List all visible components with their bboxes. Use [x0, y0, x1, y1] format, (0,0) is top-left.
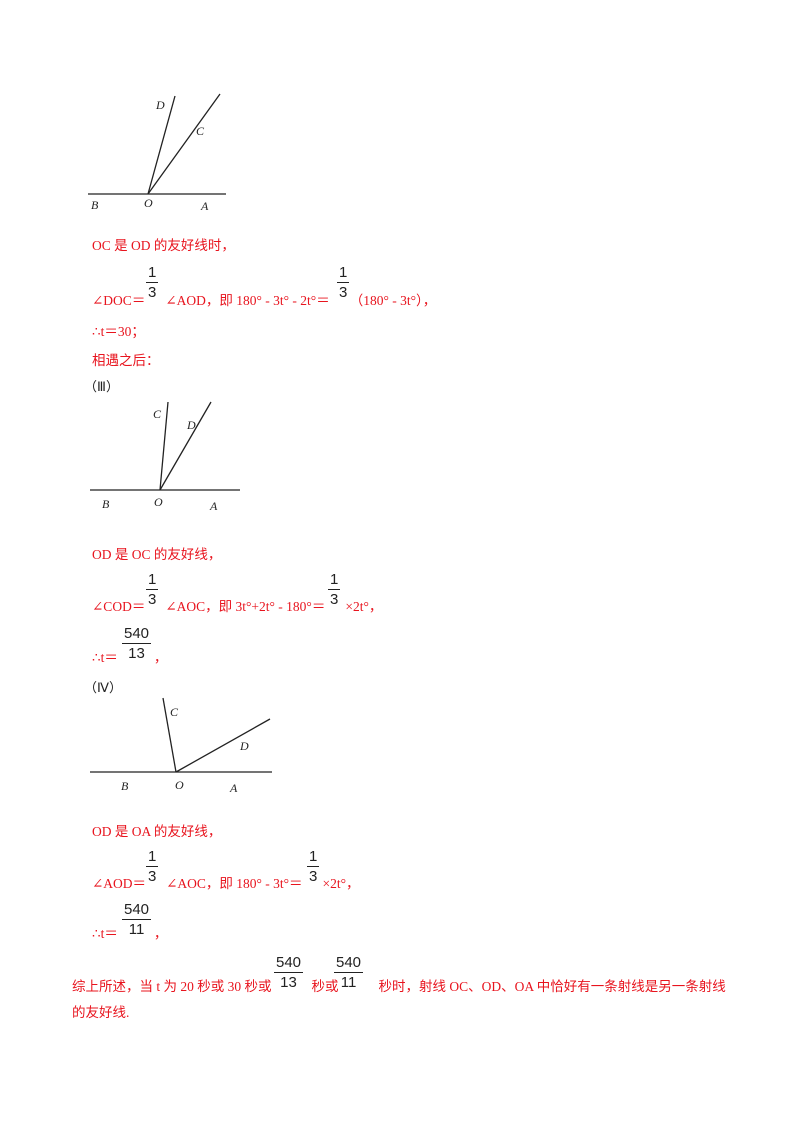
case2-eq-prefix: ∠DOC＝ — [92, 293, 146, 308]
figure-case2: D C B O A — [88, 93, 226, 213]
case4-result-prefix: ∴t＝ — [92, 926, 118, 941]
case2-eq-mid: ∠AOD，即 180° - 3t° - 2t°＝ — [165, 293, 330, 308]
fraction-denominator: 3 — [148, 284, 157, 301]
label-a: A — [209, 499, 218, 513]
case3-result-suffix: ， — [153, 650, 168, 665]
fraction-denominator: 11 — [340, 974, 357, 991]
case3-statement: OD 是 OC 的友好线， — [92, 547, 222, 562]
label-o: O — [144, 196, 153, 210]
conclusion-part2: 秒或 — [311, 979, 339, 994]
case3-eq-prefix: ∠COD＝ — [92, 599, 146, 614]
case3-result-fraction: 540 13 — [122, 625, 152, 662]
conclusion-part3: 秒时，射线 OC、OD、OA 中恰好有一条射线是另一条射线 — [378, 979, 726, 994]
case4-eq-suffix: ×2t°， — [322, 876, 360, 891]
case3-eq-mid: ∠AOC，即 3t°+2t° - 180°＝ — [165, 599, 326, 614]
label-b: B — [102, 497, 110, 511]
case2-result: ∴t＝30； — [92, 324, 145, 339]
case3-result: ∴t＝ ， — [92, 646, 167, 666]
after-meeting-heading: 相遇之后： — [92, 353, 160, 368]
conclusion-fraction-1: 540 13 — [274, 954, 304, 991]
label-c: C — [196, 124, 205, 138]
fraction-denominator: 3 — [309, 868, 318, 885]
case4-equation: ∠AOD＝ ∠AOC，即 180° - 3t°＝ ×2t°， — [92, 872, 360, 892]
case4-result-fraction: 540 11 — [122, 901, 152, 938]
label-o: O — [175, 778, 184, 792]
case2-equation: ∠DOC＝ ∠AOD，即 180° - 3t° - 2t°＝ （180° - 3t°… — [92, 289, 436, 309]
case3-equation: ∠COD＝ ∠AOC，即 3t°+2t° - 180°＝ ×2t°， — [92, 595, 382, 615]
case4-statement: OD 是 OA 的友好线， — [92, 824, 222, 839]
fraction-denominator: 3 — [148, 591, 157, 608]
conclusion-line-1: 综上所述，当 t 为 20 秒或 30 秒或 秒或 秒时，射线 OC、OD、OA 中… — [72, 975, 726, 995]
label-d: D — [186, 418, 196, 432]
case3-eq-suffix: ×2t°， — [345, 599, 383, 614]
conclusion-fraction-2: 540 11 — [334, 954, 364, 991]
case2-statement: OC 是 OD 的友好线时， — [92, 238, 235, 253]
fraction-denominator: 11 — [128, 921, 145, 938]
fraction-numerator: 1 — [148, 571, 157, 588]
fraction-numerator: 1 — [339, 264, 348, 281]
case2-eq-suffix: （180° - 3t°）， — [349, 293, 437, 308]
label-a: A — [200, 199, 209, 213]
conclusion-line-2: 的友好线. — [72, 1005, 130, 1020]
fraction-numerator: 1 — [330, 571, 339, 588]
conclusion-part1: 综上所述，当 t 为 20 秒或 30 秒或 — [72, 979, 272, 994]
label-a: A — [229, 781, 238, 795]
case4-result: ∴t＝ ， — [92, 922, 167, 942]
fraction-denominator: 3 — [148, 868, 157, 885]
figure-case3: C D B O A — [90, 401, 240, 513]
fraction-denominator: 13 — [280, 974, 297, 991]
label-c: C — [153, 407, 162, 421]
fraction-denominator: 3 — [339, 284, 348, 301]
label-d: D — [155, 98, 165, 112]
fraction-numerator: 1 — [309, 848, 318, 865]
case4-result-suffix: ， — [153, 926, 168, 941]
label-b: B — [121, 779, 129, 793]
fraction-numerator: 540 — [276, 954, 302, 971]
fraction-numerator: 540 — [124, 901, 150, 918]
case4-eq-prefix: ∠AOD＝ — [92, 876, 147, 891]
case4-label: （Ⅳ） — [84, 680, 122, 695]
fraction-denominator: 3 — [330, 591, 339, 608]
label-b: B — [91, 198, 99, 212]
fraction-numerator: 1 — [148, 848, 157, 865]
label-o: O — [154, 495, 163, 509]
case4-eq-mid: ∠AOC，即 180° - 3t°＝ — [166, 876, 303, 891]
fraction-numerator: 1 — [148, 264, 157, 281]
case3-label: （Ⅲ） — [84, 379, 119, 394]
label-d: D — [239, 739, 249, 753]
figure-case4: C D B O A — [90, 697, 272, 795]
case3-result-prefix: ∴t＝ — [92, 650, 118, 665]
fraction-numerator: 540 — [124, 625, 150, 642]
fraction-denominator: 13 — [128, 645, 145, 662]
fraction-numerator: 540 — [336, 954, 362, 971]
label-c: C — [170, 705, 179, 719]
